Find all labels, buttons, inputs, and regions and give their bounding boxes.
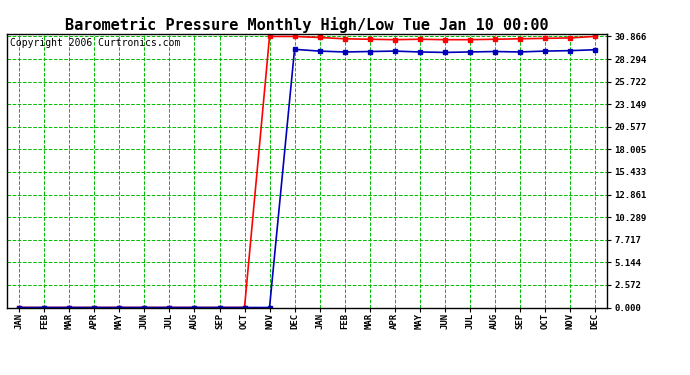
Title: Barometric Pressure Monthly High/Low Tue Jan 10 00:00: Barometric Pressure Monthly High/Low Tue… [66, 16, 549, 33]
Text: Copyright 2006 Curtronics.com: Copyright 2006 Curtronics.com [10, 38, 180, 48]
